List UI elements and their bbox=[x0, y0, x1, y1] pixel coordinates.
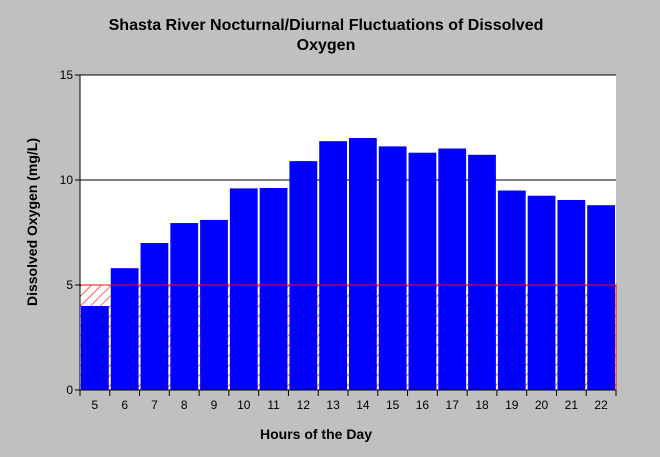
bar-21 bbox=[557, 199, 586, 390]
bar-17 bbox=[438, 148, 467, 390]
x-axis-label: Hours of the Day bbox=[260, 426, 372, 442]
x-tick-label: 8 bbox=[181, 398, 188, 412]
x-tick-label: 12 bbox=[297, 398, 311, 412]
bar-11 bbox=[259, 187, 288, 390]
x-tick-label: 18 bbox=[475, 398, 489, 412]
y-tick-label: 15 bbox=[60, 68, 74, 82]
bar-7 bbox=[140, 243, 169, 390]
x-tick-label: 21 bbox=[565, 398, 579, 412]
bar-16 bbox=[408, 152, 437, 390]
chart-title-line-2: Oxygen bbox=[297, 37, 356, 54]
bar-19 bbox=[497, 190, 526, 390]
bar-14 bbox=[349, 138, 377, 390]
y-axis-ticks: 0 5 10 15 bbox=[60, 68, 80, 397]
bar-5 bbox=[81, 306, 109, 390]
x-tick-label: 14 bbox=[356, 398, 370, 412]
x-axis-ticks: 5 6 7 8 9 10 11 12 13 14 15 16 17 18 19 20 21 22 bbox=[79, 390, 617, 412]
bar-8 bbox=[170, 223, 199, 390]
bar-13 bbox=[319, 141, 347, 390]
x-tick-label: 13 bbox=[326, 398, 340, 412]
bar-20 bbox=[527, 195, 556, 390]
bar-15 bbox=[378, 146, 407, 390]
x-tick-label: 7 bbox=[151, 398, 158, 412]
x-tick-label: 6 bbox=[121, 398, 128, 412]
x-tick-label: 11 bbox=[267, 398, 280, 412]
bar-22 bbox=[587, 205, 615, 390]
threshold-hatch bbox=[80, 285, 616, 390]
chart-title-line-1: Shasta River Nocturnal/Diurnal Fluctuati… bbox=[109, 17, 544, 34]
x-tick-label: 17 bbox=[446, 398, 460, 412]
x-tick-label: 16 bbox=[416, 398, 430, 412]
y-tick-label: 0 bbox=[66, 383, 73, 397]
bar-12 bbox=[289, 161, 318, 390]
x-tick-label: 19 bbox=[505, 398, 519, 412]
x-tick-label: 5 bbox=[92, 398, 99, 412]
bar-6 bbox=[110, 268, 139, 390]
bars bbox=[81, 138, 615, 390]
x-tick-label: 9 bbox=[211, 398, 218, 412]
x-tick-label: 22 bbox=[594, 398, 608, 412]
x-tick-label: 20 bbox=[535, 398, 549, 412]
bar-9 bbox=[200, 219, 228, 390]
y-axis-label: Dissolved Oxygen (mg/L) bbox=[24, 138, 40, 306]
bar-18 bbox=[468, 154, 496, 390]
y-tick-label: 5 bbox=[66, 278, 73, 292]
x-tick-label: 15 bbox=[386, 398, 400, 412]
threshold-zone bbox=[80, 285, 616, 390]
bar-10 bbox=[229, 188, 258, 390]
y-tick-label: 10 bbox=[60, 173, 74, 187]
x-tick-label: 10 bbox=[237, 398, 251, 412]
